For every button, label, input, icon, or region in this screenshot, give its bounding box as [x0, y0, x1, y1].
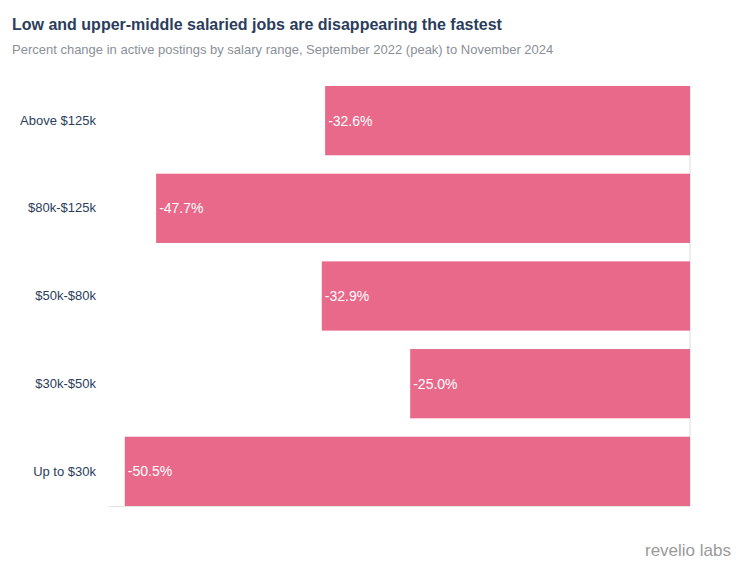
y-tick-label: Above $125k [20, 113, 96, 128]
y-tick: Above $125k [20, 113, 96, 128]
y-tick-label: $50k-$80k [35, 288, 96, 303]
title: Low and upper-middle salaried jobs are d… [12, 16, 503, 33]
x-axis-line [109, 506, 691, 507]
y-tick: $30k-$50k [35, 376, 96, 391]
bar [322, 261, 690, 330]
y-tick: $80k-$125k [28, 200, 96, 215]
bar [125, 437, 690, 506]
y-axis: Above $125k $80k-$125k $50k-$80k $30k-$50k U… [20, 113, 96, 479]
y-tick-label: Up to $30k [33, 464, 96, 479]
bar [156, 174, 690, 243]
y-tick: Up to $30k [33, 464, 96, 479]
data-label: -47.7% [159, 200, 203, 216]
data-label: -32.6% [328, 113, 372, 129]
y-tick-label: $30k-$50k [35, 376, 96, 391]
data-label: -50.5% [128, 463, 172, 479]
bar [325, 86, 690, 155]
x-axis [109, 506, 691, 508]
chart: Low and upper-middle salaried jobs are d… [0, 0, 747, 566]
data-label: -25.0% [413, 376, 457, 392]
y-tick: $50k-$80k [35, 288, 96, 303]
data-label: -32.9% [325, 288, 369, 304]
data-labels: -32.6% -47.7% -32.9% -25.0% -50.5% [128, 113, 458, 480]
bar [410, 349, 690, 418]
plot: Above $125k $80k-$125k $50k-$80k $30k-$50k U… [20, 86, 690, 507]
y-tick-label: $80k-$125k [28, 200, 96, 215]
caption: revelio labs [645, 541, 731, 560]
bars [125, 86, 690, 506]
subtitle: Percent change in active postings by sal… [12, 42, 553, 57]
